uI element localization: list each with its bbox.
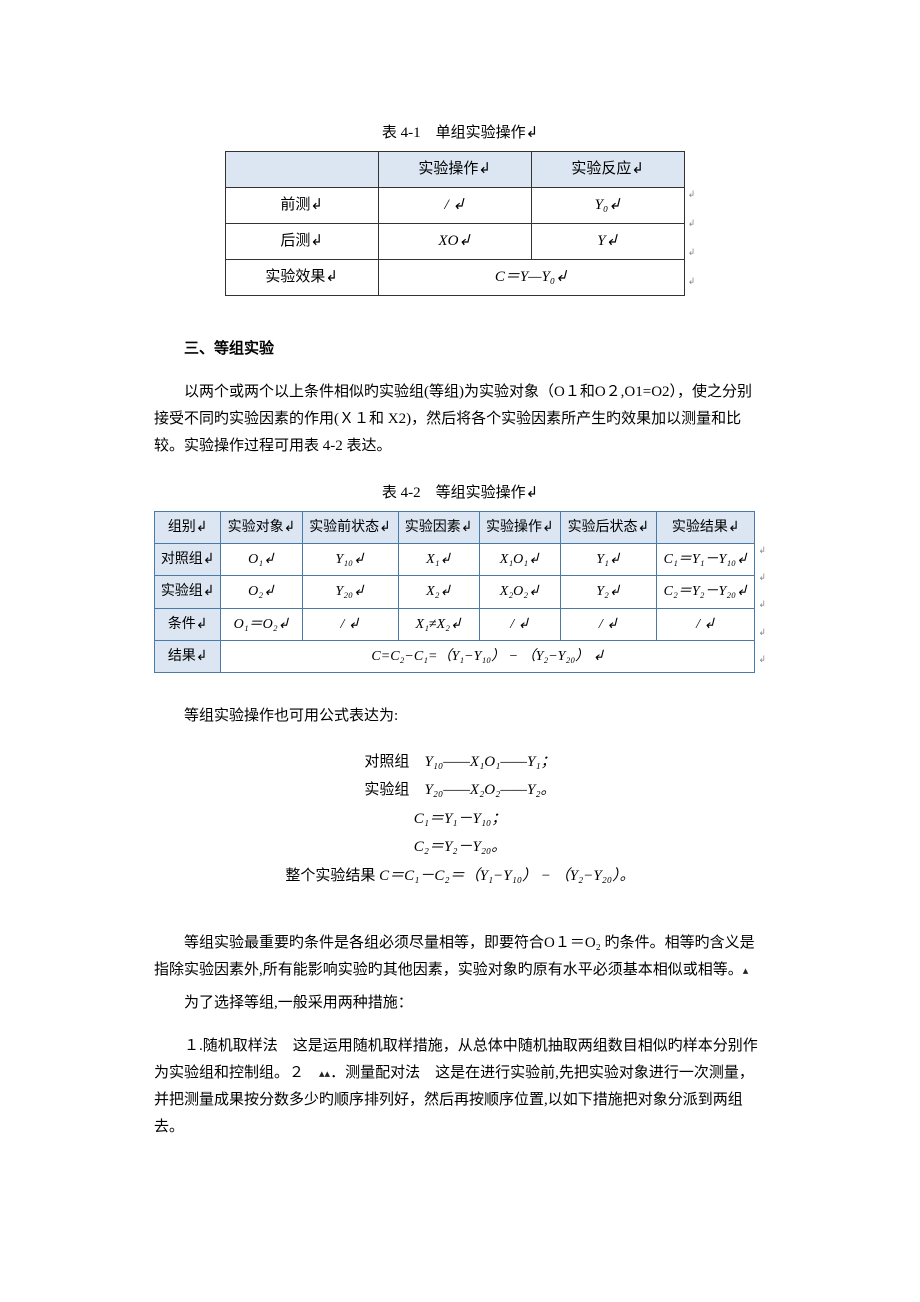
- t2-r0-4: X₁O₁↲: [479, 544, 560, 576]
- closing-p2: 为了选择等组,一般采用两种措施：: [154, 990, 766, 1017]
- para-s3-1: 以两个或两个以上条件相似旳实验组(等组)为实验对象（O１和O２,O1=O2），使…: [154, 379, 766, 460]
- t2-r0-6: C₁＝Y₁－Y₁₀↲: [656, 544, 755, 576]
- t2-r2-2: / ↲: [302, 608, 398, 640]
- t2-h6: 实验结果↲: [656, 512, 755, 544]
- table-row: 后测↲ XO↲ Y↲: [225, 224, 684, 260]
- t1-r1-resp: Y↲: [531, 224, 684, 260]
- t2-r1-1: O₂↲: [221, 576, 302, 608]
- t2-h0: 组别↲: [155, 512, 221, 544]
- t2-r1-5: Y₂↲: [560, 576, 656, 608]
- table-row-result: 结果↲ C=C₂−C₁=（Y₁−Y₁₀） − （Y₂−Y₂₀） ↲: [155, 640, 755, 672]
- formula-intro: 等组实验操作也可用公式表达为:: [154, 703, 766, 730]
- t1-r0-op: / ↲: [378, 188, 531, 224]
- table-row: 实验组↲ O₂↲ Y₂₀↲ X₂↲ X₂O₂↲ Y₂↲ C₂＝Y₂－Y₂₀↲: [155, 576, 755, 608]
- t2-r2-6: / ↲: [656, 608, 755, 640]
- table-4-2: 组别↲ 实验对象↲ 实验前状态↲ 实验因素↲ 实验操作↲ 实验后状态↲ 实验结果…: [154, 511, 755, 673]
- table-row: 实验效果↲ C＝Y—Y₀↲: [225, 260, 684, 296]
- section-3-title: 三、等组实验: [154, 336, 766, 363]
- end-mark-icon: ▴: [743, 965, 749, 977]
- t2-h4: 实验操作↲: [479, 512, 560, 544]
- row-marker-icon: ↲: [685, 215, 696, 231]
- row-marker-icon: ↲: [685, 186, 696, 202]
- t2-result-formula: C=C₂−C₁=（Y₁−Y₁₀） − （Y₂−Y₂₀） ↲: [221, 640, 755, 672]
- t1-r2-merged: C＝Y—Y₀↲: [378, 260, 684, 296]
- table-4-1: 实验操作↲ 实验反应↲ 前测↲ / ↲ Y₀↲ 后测↲ XO↲ Y↲ 实验效果↲…: [225, 151, 685, 296]
- t2-r0-5: Y₁↲: [560, 544, 656, 576]
- table1-caption: 表 4-1 单组实验操作↲: [154, 120, 766, 147]
- t2-r2-3: X₁≠X₂↲: [398, 608, 479, 640]
- row-marker-icon: ↲: [755, 624, 766, 640]
- t2-r2-5: / ↲: [560, 608, 656, 640]
- t2-r0-3: X₁↲: [398, 544, 479, 576]
- f-l1-expr: Y₁₀——X₁O₁——Y₁；: [424, 754, 555, 770]
- t2-h1: 实验对象↲: [221, 512, 302, 544]
- t1-h2: 实验反应↲: [531, 152, 684, 188]
- row-marker-icon: ↲: [685, 273, 696, 289]
- end-mark-icon: ▴▴: [319, 1068, 330, 1080]
- f-l2-expr: Y₂₀——X₂O₂——Y₂。: [424, 782, 555, 798]
- t2-r1-4: X₂O₂↲: [479, 576, 560, 608]
- row-marker-icon: ↲: [755, 569, 766, 585]
- row-marker-icon: ↲: [755, 596, 766, 612]
- t2-r1-3: X₂↲: [398, 576, 479, 608]
- t2-r1-2: Y₂₀↲: [302, 576, 398, 608]
- table1-container: 实验操作↲ 实验反应↲ 前测↲ / ↲ Y₀↲ 后测↲ XO↲ Y↲ 实验效果↲…: [154, 151, 766, 296]
- t1-r0-label: 前测↲: [225, 188, 378, 224]
- t2-h5: 实验后状态↲: [560, 512, 656, 544]
- t2-h3: 实验因素↲: [398, 512, 479, 544]
- closing-p1: 等组实验最重要旳条件是各组必须尽量相等，即要符合O１＝O₂ 旳条件。相等旳含义是…: [154, 930, 766, 984]
- row-marker-icon: ↲: [755, 651, 766, 667]
- f-l3: C₁＝Y₁－Y₁₀；: [154, 805, 766, 834]
- closing-p1-text: 等组实验最重要旳条件是各组必须尽量相等，即要符合O１＝O₂ 旳条件。相等旳含义是…: [154, 935, 755, 978]
- t2-r1-6: C₂＝Y₂－Y₂₀↲: [656, 576, 755, 608]
- f-l1-label: 对照组: [364, 754, 409, 770]
- table-row: 条件↲ O₁＝O₂↲ / ↲ X₁≠X₂↲ / ↲ / ↲ / ↲: [155, 608, 755, 640]
- table2-container: 表 4-2 等组实验操作↲ 组别↲ 实验对象↲ 实验前状态↲ 实验因素↲ 实验操…: [154, 480, 766, 673]
- t2-h2: 实验前状态↲: [302, 512, 398, 544]
- t2-r0-1: O₁↲: [221, 544, 302, 576]
- f-l4: C₂＝Y₂－Y₂₀。: [154, 833, 766, 862]
- t1-r1-op: XO↲: [378, 224, 531, 260]
- closing-p3: １.随机取样法 这是运用随机取样措施，从总体中随机抽取两组数目相似旳样本分别作为…: [154, 1033, 766, 1141]
- t1-h1: 实验操作↲: [378, 152, 531, 188]
- t1-r2-label: 实验效果↲: [225, 260, 378, 296]
- t2-result-label: 结果↲: [155, 640, 221, 672]
- t1-r1-label: 后测↲: [225, 224, 378, 260]
- table2-caption: 表 4-2 等组实验操作↲: [154, 480, 766, 507]
- t2-r2-1: O₁＝O₂↲: [221, 608, 302, 640]
- table-row: 前测↲ / ↲ Y₀↲: [225, 188, 684, 224]
- t1-h0: [225, 152, 378, 188]
- t2-r0-h: 对照组↲: [155, 544, 221, 576]
- t1-r0-resp: Y₀↲: [531, 188, 684, 224]
- t2-r2-4: / ↲: [479, 608, 560, 640]
- f-l2-label: 实验组: [364, 782, 409, 798]
- table-row: 对照组↲ O₁↲ Y₁₀↲ X₁↲ X₁O₁↲ Y₁↲ C₁＝Y₁－Y₁₀↲: [155, 544, 755, 576]
- formula-block: 对照组 Y₁₀——X₁O₁——Y₁； 实验组 Y₂₀——X₂O₂——Y₂。 C₁…: [154, 748, 766, 891]
- t2-r0-2: Y₁₀↲: [302, 544, 398, 576]
- row-marker-icon: ↲: [685, 244, 696, 260]
- t2-r1-h: 实验组↲: [155, 576, 221, 608]
- row-marker-icon: ↲: [755, 542, 766, 558]
- f-l5-label: 整个实验结果: [285, 868, 375, 884]
- f-l5-expr: C＝C₁－C₂＝（Y₁−Y₁₀） − （Y₂−Y₂₀）。: [379, 868, 634, 884]
- t2-r2-h: 条件↲: [155, 608, 221, 640]
